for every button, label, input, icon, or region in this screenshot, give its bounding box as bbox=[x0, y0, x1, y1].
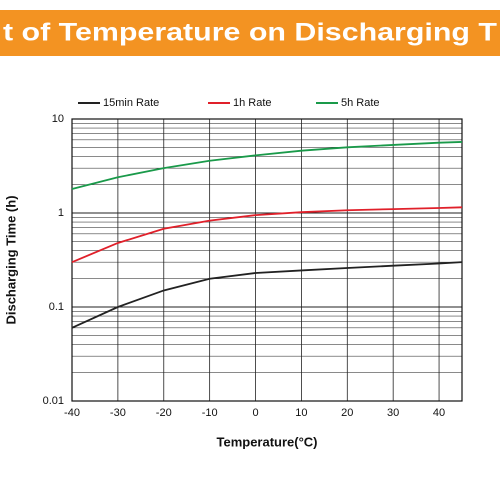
x-tick-label: 40 bbox=[433, 407, 445, 419]
y-tick-label: 1 bbox=[58, 207, 64, 219]
chart-title: t of Temperature on Discharging T bbox=[3, 19, 497, 47]
x-tick-label: 30 bbox=[387, 407, 399, 419]
y-tick-label: 0.01 bbox=[43, 395, 64, 407]
series-line bbox=[71, 261, 463, 329]
x-tick-label: 10 bbox=[295, 407, 307, 419]
y-tick-label: 10 bbox=[52, 113, 64, 125]
legend-label: 5h Rate bbox=[341, 97, 380, 109]
plot-frame bbox=[71, 118, 463, 402]
x-tick-label: -30 bbox=[110, 407, 126, 419]
y-tick-label: 0.1 bbox=[49, 301, 64, 313]
x-tick-label: 0 bbox=[252, 407, 258, 419]
legend-label: 1h Rate bbox=[233, 97, 272, 109]
x-tick-label: 20 bbox=[341, 407, 353, 419]
series-line bbox=[71, 206, 463, 263]
legend-label: 15min Rate bbox=[103, 97, 159, 109]
title-banner bbox=[0, 10, 500, 56]
y-axis-label: Discharging Time (h) bbox=[3, 195, 18, 324]
series-line bbox=[71, 141, 463, 190]
x-tick-label: -20 bbox=[156, 407, 172, 419]
x-tick-label: -40 bbox=[64, 407, 80, 419]
x-tick-label: -10 bbox=[202, 407, 218, 419]
x-axis-label: Temperature(°C) bbox=[216, 434, 317, 449]
